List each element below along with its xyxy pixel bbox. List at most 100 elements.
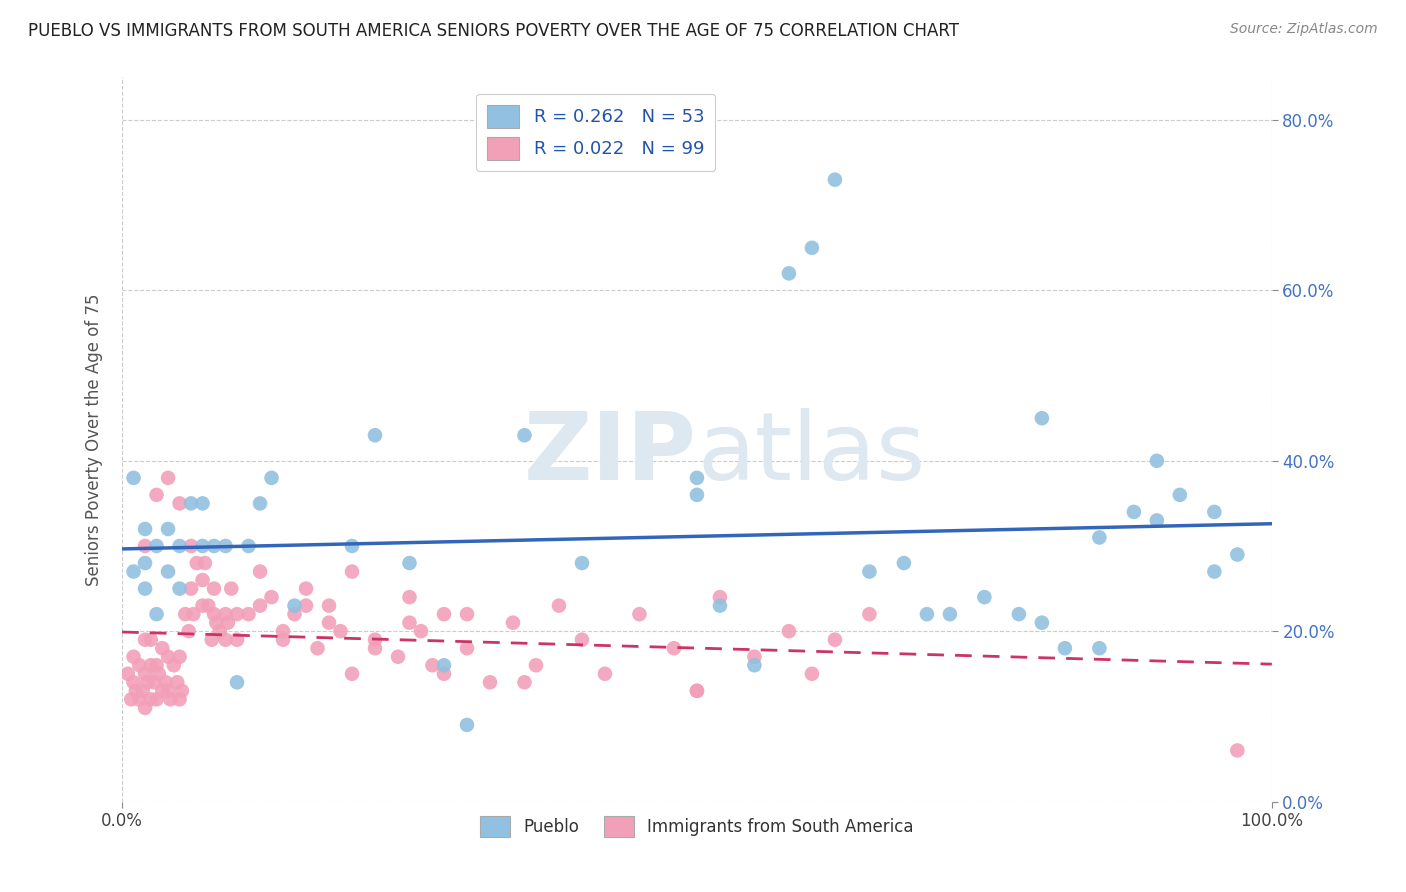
Point — [800, 241, 823, 255]
Point — [157, 471, 180, 485]
Point — [145, 539, 167, 553]
Point — [283, 599, 305, 613]
Point — [571, 632, 593, 647]
Point — [1204, 565, 1226, 579]
Point — [125, 683, 148, 698]
Point — [157, 683, 180, 698]
Point — [191, 496, 214, 510]
Point — [180, 539, 202, 553]
Point — [340, 565, 363, 579]
Point — [128, 658, 150, 673]
Point — [174, 607, 197, 622]
Point — [139, 692, 162, 706]
Point — [219, 582, 242, 596]
Point — [238, 539, 260, 553]
Point — [571, 556, 593, 570]
Point — [120, 692, 142, 706]
Point — [157, 565, 180, 579]
Point — [202, 607, 225, 622]
Point — [364, 428, 387, 442]
Point — [205, 615, 228, 630]
Point — [170, 683, 193, 698]
Point — [939, 607, 962, 622]
Point — [260, 471, 283, 485]
Point — [1168, 488, 1191, 502]
Point — [283, 607, 305, 622]
Point — [858, 607, 880, 622]
Text: PUEBLO VS IMMIGRANTS FROM SOUTH AMERICA SENIORS POVERTY OVER THE AGE OF 75 CORRE: PUEBLO VS IMMIGRANTS FROM SOUTH AMERICA … — [28, 22, 959, 40]
Point — [1146, 454, 1168, 468]
Point — [145, 488, 167, 502]
Point — [166, 675, 188, 690]
Y-axis label: Seniors Poverty Over the Age of 75: Seniors Poverty Over the Age of 75 — [86, 293, 103, 586]
Point — [513, 675, 536, 690]
Point — [177, 624, 200, 639]
Point — [686, 683, 709, 698]
Point — [513, 428, 536, 442]
Point — [145, 692, 167, 706]
Point — [249, 496, 271, 510]
Point — [122, 565, 145, 579]
Point — [208, 624, 231, 639]
Point — [202, 582, 225, 596]
Point — [157, 522, 180, 536]
Point — [134, 701, 156, 715]
Point — [155, 675, 177, 690]
Point — [1088, 641, 1111, 656]
Point — [249, 565, 271, 579]
Point — [186, 556, 208, 570]
Point — [214, 539, 236, 553]
Point — [778, 624, 800, 639]
Point — [214, 607, 236, 622]
Point — [1031, 411, 1053, 425]
Point — [340, 539, 363, 553]
Point — [191, 599, 214, 613]
Point — [364, 632, 387, 647]
Point — [628, 607, 651, 622]
Point — [169, 539, 191, 553]
Point — [169, 649, 191, 664]
Point — [134, 582, 156, 596]
Point — [1146, 513, 1168, 527]
Point — [169, 582, 191, 596]
Point — [915, 607, 938, 622]
Point — [180, 582, 202, 596]
Point — [163, 658, 186, 673]
Point — [307, 641, 329, 656]
Point — [197, 599, 219, 613]
Point — [183, 607, 205, 622]
Point — [145, 658, 167, 673]
Point — [217, 615, 239, 630]
Point — [433, 607, 456, 622]
Point — [1053, 641, 1076, 656]
Point — [778, 266, 800, 280]
Point — [709, 599, 731, 613]
Point — [1204, 505, 1226, 519]
Point — [169, 692, 191, 706]
Point — [134, 666, 156, 681]
Point — [134, 556, 156, 570]
Point — [398, 556, 420, 570]
Point — [1122, 505, 1144, 519]
Point — [893, 556, 915, 570]
Point — [214, 632, 236, 647]
Point — [226, 607, 249, 622]
Point — [686, 471, 709, 485]
Point — [744, 658, 766, 673]
Point — [1088, 531, 1111, 545]
Text: atlas: atlas — [697, 408, 925, 500]
Point — [191, 573, 214, 587]
Point — [295, 599, 318, 613]
Point — [157, 649, 180, 664]
Point — [824, 632, 846, 647]
Point — [593, 666, 616, 681]
Point — [134, 632, 156, 647]
Text: Source: ZipAtlas.com: Source: ZipAtlas.com — [1230, 22, 1378, 37]
Point — [136, 675, 159, 690]
Point — [122, 471, 145, 485]
Text: ZIP: ZIP — [524, 408, 697, 500]
Point — [139, 632, 162, 647]
Point — [117, 666, 139, 681]
Point — [159, 692, 181, 706]
Point — [226, 632, 249, 647]
